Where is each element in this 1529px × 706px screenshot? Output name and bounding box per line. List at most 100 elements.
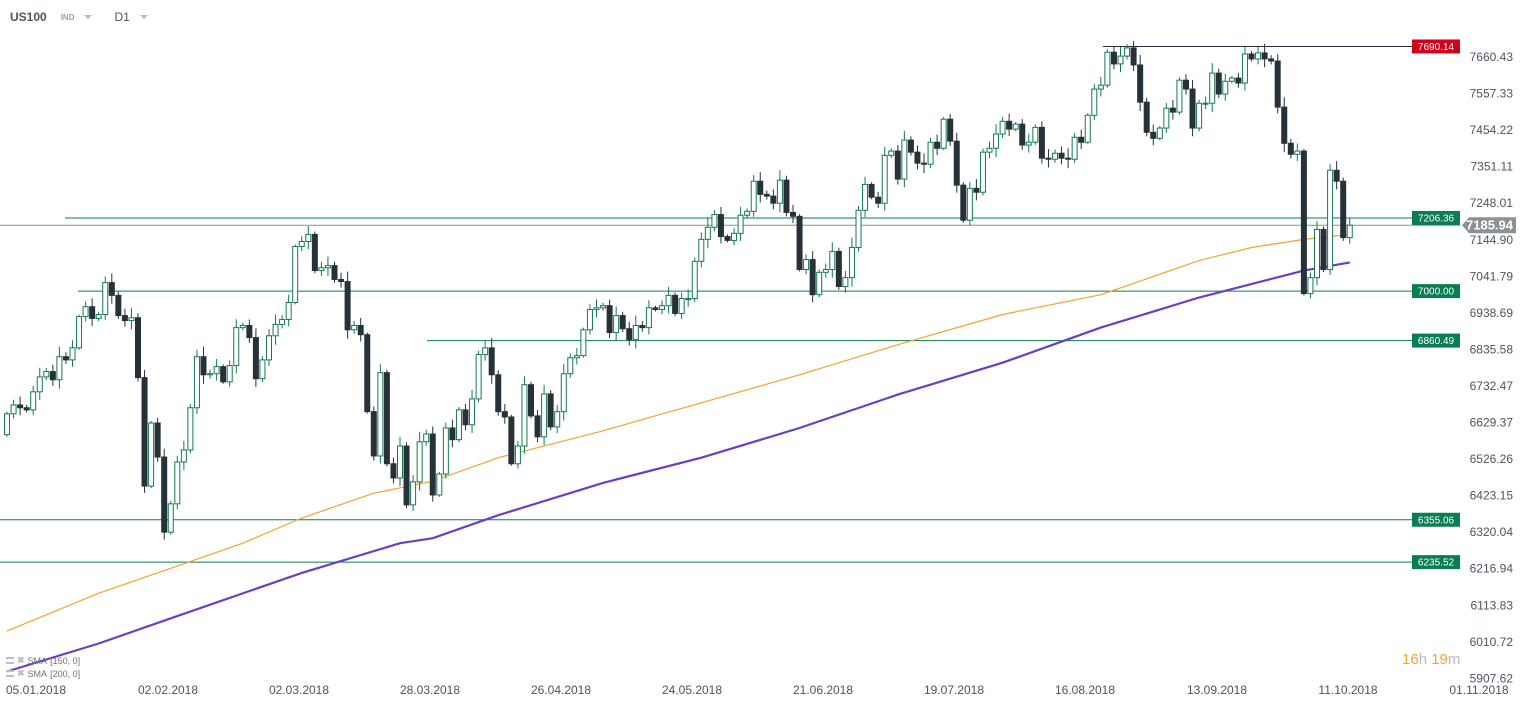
candle: [351, 321, 358, 334]
symbol-type: IND: [60, 12, 75, 22]
candle: [207, 369, 214, 379]
candle-body: [272, 323, 279, 337]
candle-body: [842, 277, 849, 288]
candle-body: [862, 183, 869, 211]
candle-body: [901, 139, 908, 180]
candle: [154, 417, 161, 462]
candle-body: [875, 196, 882, 204]
candle: [266, 328, 272, 367]
candle: [43, 367, 50, 381]
candle: [770, 189, 777, 210]
candle: [102, 276, 109, 320]
candle-body: [1012, 123, 1019, 130]
timeframe-dropdown-icon[interactable]: [139, 15, 148, 19]
candle: [1084, 113, 1091, 145]
candle: [429, 426, 436, 502]
candle: [1241, 45, 1248, 91]
candle: [790, 204, 796, 224]
candle-body: [750, 180, 757, 212]
candle: [488, 337, 495, 384]
x-tick-label: 02.03.2018: [269, 683, 329, 697]
candle: [17, 396, 24, 416]
candle-body: [187, 407, 194, 451]
sma200-line: [6, 261, 1350, 673]
candle-body: [1215, 72, 1222, 95]
y-tick-label: 7248.01: [1470, 196, 1514, 210]
sma150-line: [6, 233, 1350, 632]
candle: [1045, 149, 1052, 168]
candle: [881, 146, 888, 211]
candle-body: [390, 463, 397, 479]
level-badge: [1412, 555, 1460, 570]
level-badge: [1412, 512, 1460, 527]
candle: [776, 170, 783, 213]
candle-body: [1346, 224, 1353, 239]
candle: [423, 429, 430, 446]
candle-body: [10, 404, 17, 415]
candle: [239, 322, 246, 331]
candle-body: [1320, 228, 1327, 270]
candle-body: [1143, 101, 1150, 133]
candle-body: [17, 404, 24, 409]
candle-body: [921, 162, 927, 165]
candle: [49, 364, 56, 386]
close-icon[interactable]: ✖: [17, 655, 25, 665]
symbol-name[interactable]: US100: [10, 10, 47, 24]
close-icon[interactable]: ✖: [17, 668, 25, 678]
candle-body: [593, 307, 600, 311]
candle-body: [1196, 102, 1203, 129]
settings-icon[interactable]: [6, 657, 14, 664]
candle-body: [573, 355, 580, 359]
candle-body: [1032, 126, 1039, 143]
candle: [305, 226, 312, 250]
candle-body: [121, 315, 128, 322]
candle: [213, 359, 220, 381]
y-tick-label: 6629.37: [1470, 416, 1514, 430]
candle: [455, 406, 462, 443]
candle-body: [56, 356, 63, 381]
candle: [534, 409, 541, 443]
candle: [76, 314, 83, 350]
candle-body: [180, 449, 187, 463]
candle-body: [423, 433, 430, 443]
candle: [1143, 97, 1150, 137]
candle-body: [606, 305, 613, 334]
candle: [1032, 124, 1039, 145]
y-tick-label: 7144.90: [1470, 233, 1514, 247]
candle-body: [894, 150, 901, 180]
candle: [462, 403, 469, 431]
candle-body: [252, 337, 259, 380]
candle-body: [567, 357, 574, 375]
candle-body: [514, 445, 521, 465]
candle-body: [69, 347, 76, 361]
candle: [573, 348, 580, 365]
candle-body: [659, 305, 665, 311]
candle: [1268, 55, 1275, 65]
candle: [586, 304, 593, 335]
candle: [1333, 161, 1340, 190]
candle-body: [1294, 150, 1301, 155]
candle: [1150, 124, 1157, 146]
settings-icon[interactable]: [6, 670, 14, 677]
candle: [639, 321, 646, 332]
candle: [914, 145, 921, 170]
candle: [632, 315, 639, 349]
y-tick-label: 7041.79: [1470, 269, 1514, 283]
candle-body: [855, 209, 862, 249]
candle-body: [731, 232, 738, 241]
timeframe-selector[interactable]: D1: [114, 10, 130, 24]
candle-body: [803, 259, 810, 270]
candle-body: [554, 411, 561, 428]
candle-body: [36, 376, 43, 393]
candle-body: [1052, 152, 1058, 160]
candle-body: [49, 371, 56, 381]
candle-body: [482, 347, 489, 356]
candle-body: [30, 391, 37, 411]
candle-body: [717, 214, 724, 238]
timer-hours-unit: h: [1418, 651, 1428, 668]
candle: [1228, 75, 1235, 84]
candle: [704, 217, 711, 249]
symbol-dropdown-icon[interactable]: [84, 15, 93, 19]
candle-body: [560, 373, 567, 413]
